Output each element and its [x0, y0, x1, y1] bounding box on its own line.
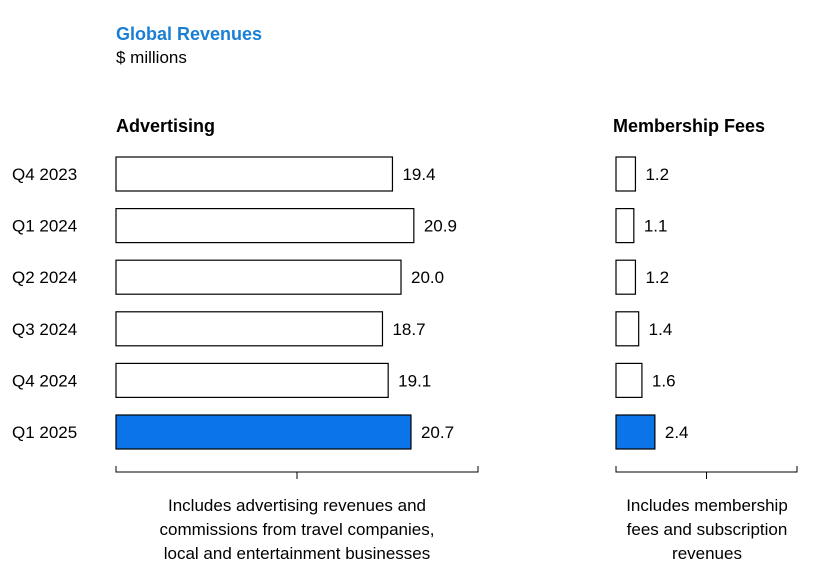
- advertising-bar: [115, 156, 394, 192]
- membership-brace: [615, 466, 798, 479]
- advertising-bar: [115, 311, 384, 347]
- advertising-brace: [115, 466, 479, 479]
- membership-value-label: 1.2: [645, 268, 669, 287]
- chart-title: Global Revenues: [116, 24, 263, 44]
- advertising-bar: [115, 208, 415, 244]
- advertising-note-line: Includes advertising revenues and: [168, 496, 426, 515]
- membership-note-line: fees and subscription: [626, 520, 788, 539]
- advertising-value-label: 19.4: [402, 165, 435, 184]
- membership-note-line: Includes membership: [626, 496, 788, 515]
- advertising-bar: [115, 259, 402, 295]
- advertising-panel-title: Advertising: [116, 116, 215, 136]
- membership-panel-title: Membership Fees: [613, 116, 765, 136]
- advertising-value-label: 20.0: [411, 268, 444, 287]
- category-label: Q1 2024: [12, 217, 77, 236]
- category-label: Q4 2023: [12, 165, 77, 184]
- advertising-value-label: 20.9: [424, 217, 457, 236]
- membership-bar: [615, 362, 643, 398]
- advertising-note-line: local and entertainment businesses: [163, 544, 431, 563]
- category-label: Q4 2024: [12, 371, 77, 390]
- membership-bar: [615, 259, 637, 295]
- membership-value-label: 1.2: [645, 165, 669, 184]
- category-label: Q2 2024: [12, 268, 77, 287]
- advertising-panel: 19.4 20.9 20.0 18.7 19.1 20.7: [115, 156, 457, 450]
- membership-panel: 1.2 1.1 1.2 1.4 1.6 2.4: [615, 156, 689, 450]
- membership-note-line: revenues: [672, 544, 742, 563]
- membership-bar: [615, 156, 637, 192]
- advertising-bar: [115, 414, 412, 450]
- membership-bar: [615, 208, 635, 244]
- advertising-value-label: 19.1: [398, 371, 431, 390]
- membership-value-label: 1.4: [649, 320, 673, 339]
- category-label: Q1 2025: [12, 423, 77, 442]
- advertising-bar: [115, 362, 389, 398]
- category-label: Q3 2024: [12, 320, 77, 339]
- membership-bar: [615, 414, 656, 450]
- chart-subtitle: $ millions: [116, 48, 187, 67]
- membership-note: Includes membership fees and subscriptio…: [604, 494, 810, 566]
- advertising-note: Includes advertising revenues and commis…: [116, 494, 478, 566]
- advertising-value-label: 18.7: [392, 320, 425, 339]
- membership-value-label: 1.1: [644, 217, 668, 236]
- membership-bar: [615, 311, 640, 347]
- membership-value-label: 1.6: [652, 371, 676, 390]
- advertising-value-label: 20.7: [421, 423, 454, 442]
- membership-value-label: 2.4: [665, 423, 689, 442]
- advertising-note-line: commissions from travel companies,: [159, 520, 435, 539]
